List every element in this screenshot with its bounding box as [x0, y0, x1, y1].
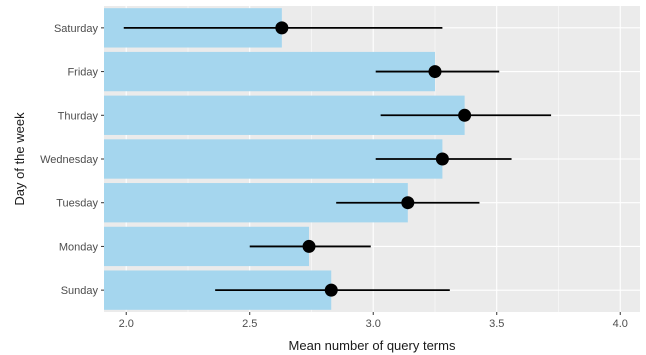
mean-point [435, 152, 449, 166]
mean-point [302, 239, 316, 253]
x-tick-label: 2.0 [119, 318, 134, 330]
y-tick-label: Saturday [54, 23, 99, 35]
x-tick-label: 3.0 [366, 318, 381, 330]
y-tick-label: Friday [67, 67, 98, 79]
y-tick-label: Wednesday [40, 154, 98, 166]
x-tick-label: 3.5 [489, 318, 504, 330]
x-tick-label: 4.0 [613, 318, 628, 330]
y-axis-title: Day of the week [12, 112, 27, 206]
x-axis: 2.0 2.5 3.0 3.5 4.0 [119, 312, 628, 330]
x-axis-title: Mean number of query terms [289, 338, 456, 353]
y-tick-label: Monday [59, 241, 99, 253]
mean-point [428, 65, 442, 79]
x-tick-label: 2.5 [242, 318, 257, 330]
y-tick-label: Sunday [61, 285, 99, 297]
y-axis: Sunday Monday Tuesday Wednesday Thurday Frida… [40, 23, 104, 297]
y-tick-label: Thurday [58, 110, 99, 122]
mean-point [275, 21, 289, 35]
y-tick-label: Tuesday [56, 198, 98, 210]
mean-point [324, 283, 338, 297]
mean-points [275, 21, 472, 297]
mean-point [458, 108, 472, 122]
mean-point [401, 196, 415, 210]
